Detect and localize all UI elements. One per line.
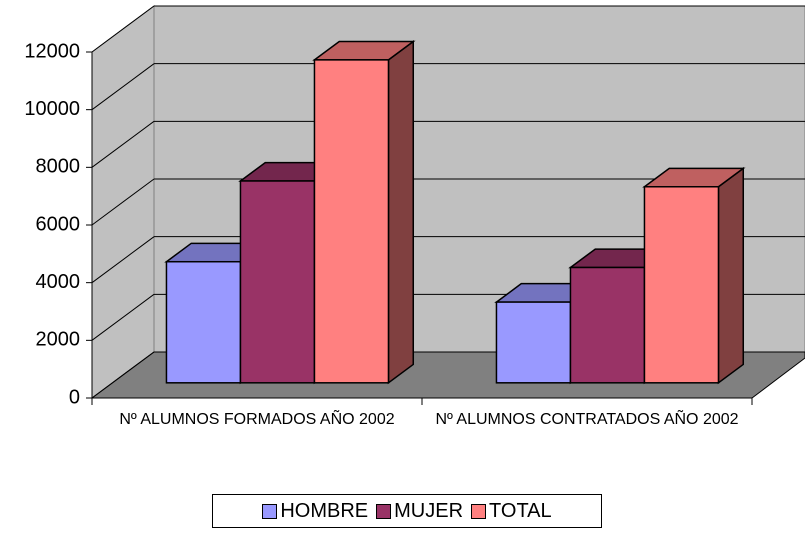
bar-front — [165, 260, 242, 384]
bar-front — [569, 266, 646, 384]
legend: HOMBRE MUJER TOTAL — [212, 494, 602, 528]
legend-item: TOTAL — [471, 500, 552, 523]
grid-line — [91, 178, 155, 226]
y-tick-label: 10000 — [24, 98, 80, 120]
y-tick-label: 0 — [69, 386, 80, 408]
grid-line — [91, 63, 155, 111]
x-tick-label: Nº ALUMNOS CONTRATADOS AÑO 2002 — [435, 411, 739, 428]
bar-front — [239, 180, 316, 384]
bar-side — [387, 39, 415, 385]
bar-front — [313, 59, 390, 384]
legend-item: MUJER — [376, 500, 463, 523]
y-tick-label: 4000 — [36, 271, 81, 293]
bar — [642, 166, 746, 385]
legend-swatch — [471, 503, 487, 519]
y-tick-label: 2000 — [36, 329, 81, 351]
legend-label: TOTAL — [489, 499, 552, 522]
legend-swatch — [376, 503, 392, 519]
grid-line — [91, 5, 155, 53]
x-tick-label: Nº ALUMNOS FORMADOS AÑO 2002 — [119, 411, 395, 428]
legend-swatch — [262, 503, 278, 519]
bar-side — [717, 166, 745, 385]
y-tick-label: 12000 — [24, 40, 80, 62]
bar-front — [643, 186, 720, 384]
bar-front — [495, 301, 572, 384]
legend-label: HOMBRE — [280, 499, 369, 522]
y-tick-label: 6000 — [36, 213, 81, 235]
y-tick-label: 8000 — [36, 156, 81, 178]
bar — [312, 39, 416, 385]
grid-line — [91, 236, 155, 284]
legend-item: HOMBRE — [262, 500, 368, 523]
grid-line — [91, 351, 155, 399]
grid-line — [91, 293, 155, 341]
grid-line — [91, 120, 155, 168]
legend-label: MUJER — [394, 499, 464, 522]
